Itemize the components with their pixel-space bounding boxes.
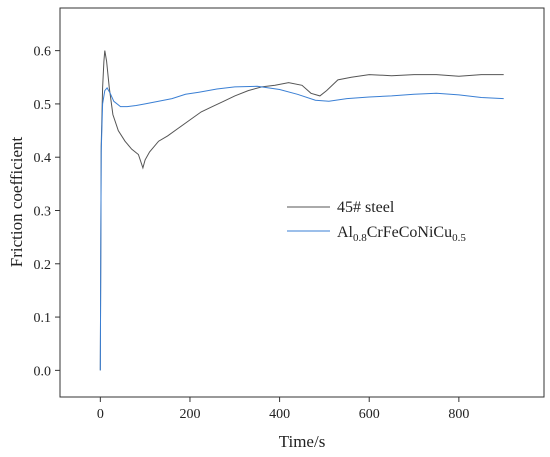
plot-frame <box>59 7 545 398</box>
legend-label-45-steel: 45# steel <box>337 199 395 216</box>
legend-alloy-base: Al <box>337 224 354 241</box>
series-line-1 <box>99 85 504 371</box>
legend-alloy-sub1: 0.8 <box>353 232 367 244</box>
x-tick-label: 0 <box>97 407 104 422</box>
y-tick-label: 0.6 <box>34 45 52 60</box>
legend-label-alloy: Al0.8CrFeCoNiCu0.5 <box>337 224 466 244</box>
ticks: 0 200 400 600 800 0.0 0.1 0.2 0.3 0.4 0.5 0.6 <box>34 45 470 422</box>
series-line-0 <box>99 50 504 371</box>
series-layer <box>99 50 504 371</box>
y-tick-label: 0.0 <box>34 364 52 379</box>
y-tick-label: 0.5 <box>34 98 52 113</box>
x-tick-label: 400 <box>269 407 290 422</box>
y-tick-label: 0.3 <box>34 204 52 219</box>
y-tick-label: 0.2 <box>34 258 52 273</box>
legend: 45# steel Al0.8CrFeCoNiCu0.5 <box>287 199 466 244</box>
legend-alloy-mid: CrFeCoNiCu <box>367 224 452 241</box>
legend-alloy-sub2: 0.5 <box>452 232 466 244</box>
x-tick-label: 600 <box>359 407 380 422</box>
y-tick-label: 0.4 <box>34 151 52 166</box>
y-tick-label: 0.1 <box>34 311 52 326</box>
y-axis-label: Friction coefficient <box>7 137 26 268</box>
x-tick-label: 800 <box>448 407 469 422</box>
x-axis-label: Time/s <box>279 432 326 451</box>
x-tick-label: 200 <box>179 407 200 422</box>
